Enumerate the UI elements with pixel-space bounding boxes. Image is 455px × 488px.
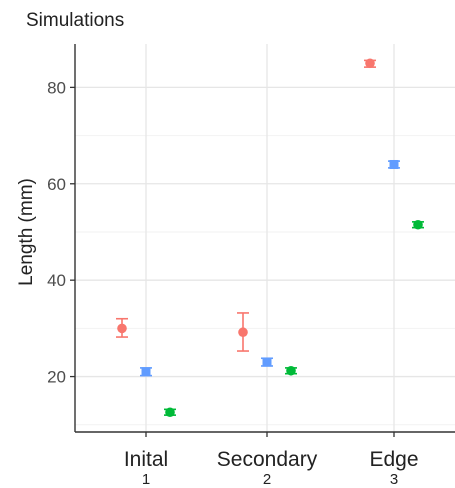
data-point bbox=[117, 323, 127, 334]
y-axis-label: Length (mm) bbox=[16, 178, 37, 286]
data-point bbox=[365, 58, 375, 69]
data-point bbox=[286, 365, 296, 376]
grid bbox=[75, 44, 455, 432]
y-tick-label: 60 bbox=[47, 175, 66, 194]
x-tick-label: Secondary bbox=[217, 448, 318, 471]
x-tick-label: Inital bbox=[124, 448, 168, 471]
chart-title: Simulations bbox=[26, 10, 124, 31]
x-tick-sublabel: 3 bbox=[390, 471, 398, 488]
x-tick-sublabel: 1 bbox=[142, 471, 150, 488]
data-marks bbox=[116, 58, 424, 418]
data-point bbox=[262, 357, 272, 367]
data-point bbox=[413, 219, 423, 230]
y-tick-label: 20 bbox=[47, 368, 66, 387]
y-tick-label: 80 bbox=[47, 78, 66, 97]
data-point bbox=[165, 407, 175, 418]
data-point bbox=[141, 367, 151, 377]
x-tick-sublabel: 2 bbox=[263, 471, 271, 488]
data-point bbox=[238, 327, 248, 338]
x-tick-label: Edge bbox=[369, 448, 418, 471]
data-point bbox=[389, 159, 399, 169]
y-tick-label: 40 bbox=[47, 271, 66, 290]
